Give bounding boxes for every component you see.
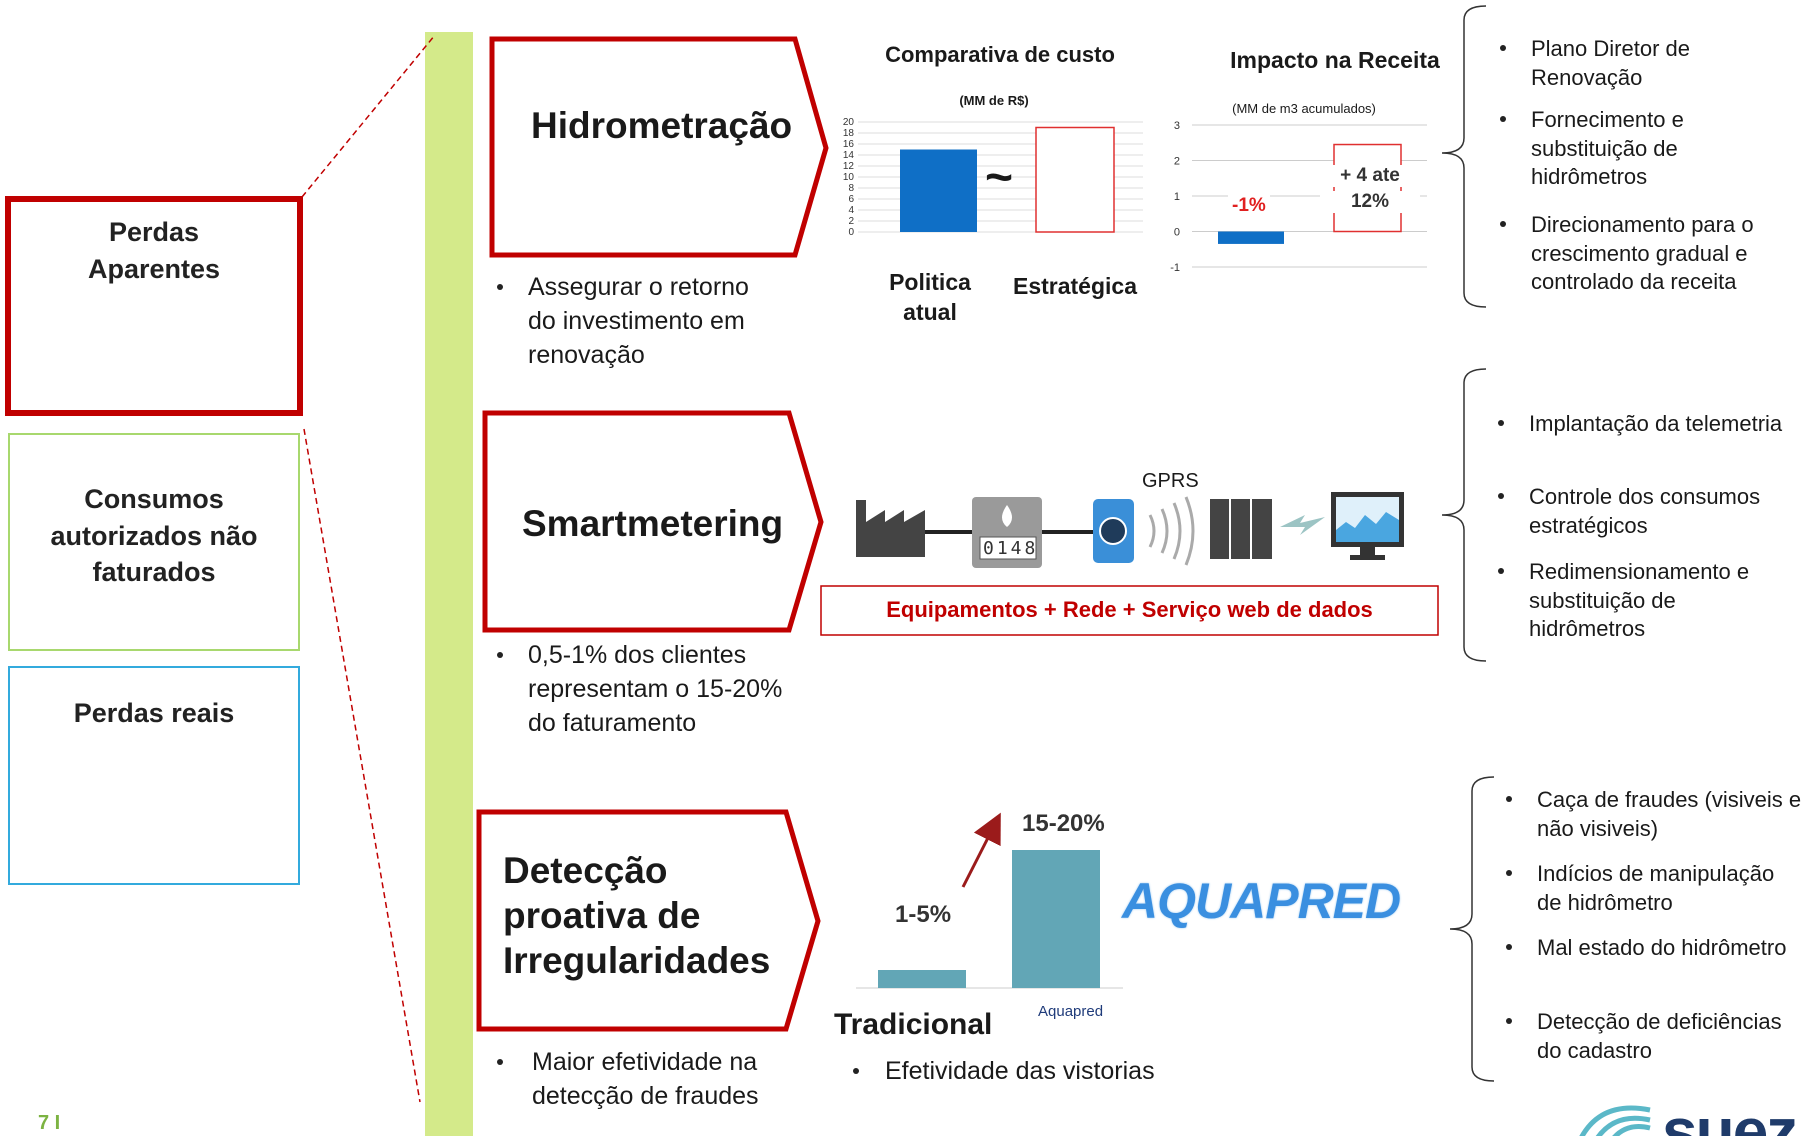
detection-note: Efetividade das vistorias [885,1057,1155,1087]
bar-shape [1012,850,1100,988]
chart-symbol: ~ [985,150,1013,207]
category-label: Estratégica [1000,273,1150,300]
bullet [1506,870,1512,876]
section-note: Maior efetividade na detecção de fraudes [532,1045,762,1113]
chart-title: Impacto na Receita [1190,47,1480,74]
green-bar [425,32,473,1136]
y-tick-label: 6 [848,194,854,205]
action-item: Implantação da telemetria [1529,410,1794,439]
bullet [853,1068,859,1074]
page-number: 7 I [38,1112,60,1136]
action-item: Caça de fraudes (visiveis e não visiveis… [1537,786,1802,843]
chart-title: Comparativa de custo [850,42,1150,68]
box-label: Consumos autorizados não faturados [24,481,284,591]
y-tick-label: 2 [1174,156,1180,168]
y-tick-label: 2 [848,216,854,227]
y-tick-label: 0 [1174,227,1180,239]
section-title: Detecção proativa de Irregularidades [503,848,793,983]
action-item: Fornecimento e substituição de hidrômetr… [1531,106,1796,192]
section-title: Smartmetering [522,501,792,546]
bar-shape [878,970,966,988]
bullet [1500,116,1506,122]
caption: Equipamentos + Rede + Serviço web de dad… [821,597,1438,623]
zoom-line [304,429,420,1102]
arrow [963,826,994,887]
bullet [497,652,503,658]
y-tick-label: 14 [843,150,855,161]
y-tick-label: 4 [848,205,854,216]
brand-swirl [1580,1108,1650,1136]
icons [856,492,1404,568]
category-label: Politica atual [880,268,980,328]
y-tick-label: 16 [843,139,855,150]
bullet [1498,568,1504,574]
action-item: Redimensionamento e substituição de hidr… [1529,558,1794,644]
bar-label: 1-5% [895,901,951,929]
annotation: -1% [1228,195,1270,217]
bullet [1500,221,1506,227]
action-item: Plano Diretor de Renovação [1531,35,1796,92]
meter-digits: 0148 [983,538,1038,559]
logo: AQUAPRED [1122,872,1400,931]
bar [1218,232,1284,244]
box-label: Perdas Aparentes [24,214,284,287]
annotation: 12% [1320,191,1420,213]
section-title: Hidrometração [531,103,801,148]
bullet [1506,796,1512,802]
chart-subtitle: (MM de R$) [894,93,1094,108]
action-item: Controle dos consumos estratégicos [1529,483,1794,540]
bar-label: 15-20% [1022,810,1105,838]
brand: suez [1662,1094,1796,1136]
bar [1334,145,1401,232]
bullet [1506,1018,1512,1024]
annotation: + 4 ate [1320,165,1420,187]
action-item: Indícios de manipulação de hidrômetro [1537,860,1802,917]
y-tick-label: 1 [1174,191,1180,203]
brackets [1442,6,1494,1081]
y-tick-label: -1 [1170,262,1180,274]
chart-subtitle: (MM de m3 acumulados) [1204,101,1404,116]
y-tick-label: 12 [843,161,855,172]
box-label: Perdas reais [24,695,284,732]
category-label: Aquapred [1038,1003,1103,1021]
y-tick-label: 8 [848,183,854,194]
bullet [1498,420,1504,426]
bullet [497,284,503,290]
bullet [497,1059,503,1065]
bar [900,150,977,233]
section-note: Assegurar o retorno do investimento em r… [528,270,773,372]
y-tick-label: 20 [843,117,855,128]
action-item: Detecção de deficiências do cadastro [1537,1008,1802,1065]
y-tick-label: 18 [843,128,855,139]
y-tick-label: 0 [848,227,854,238]
y-tick-label: 10 [843,172,855,183]
bullet [1498,493,1504,499]
y-tick-label: 3 [1174,120,1180,132]
category-label: Tradicional [834,1007,992,1042]
zoom-line [302,35,435,197]
network-label: GPRS [1142,470,1199,494]
slide: 02468101214161820-10123 Perdas Aparentes… [0,0,1810,1136]
section-note: 0,5-1% dos clientes representam o 15-20%… [528,638,798,740]
bullet [1500,45,1506,51]
action-item: Direcionamento para o crescimento gradua… [1531,211,1796,297]
action-item: Mal estado do hidrômetro [1537,934,1802,963]
bullet [1506,944,1512,950]
bar [1036,128,1114,233]
